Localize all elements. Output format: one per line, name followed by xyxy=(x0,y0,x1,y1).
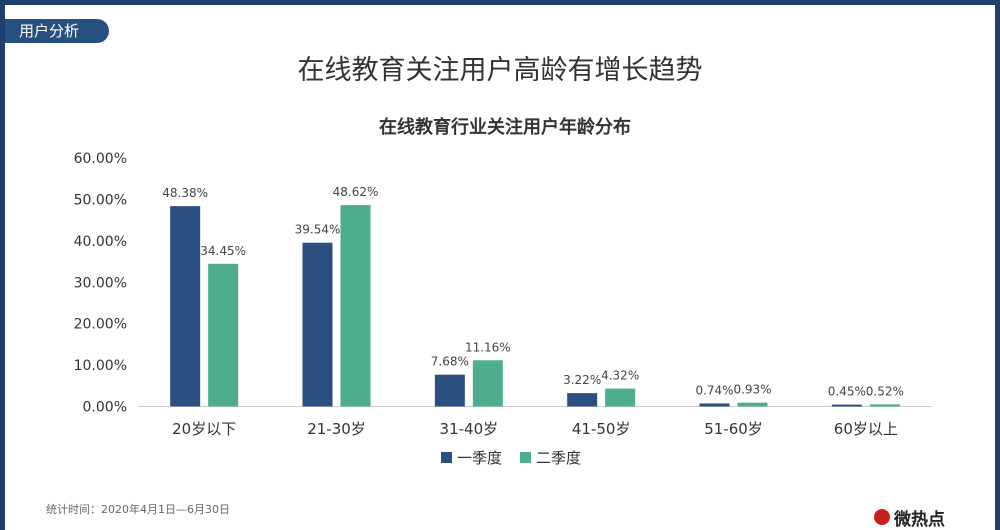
y-tick-label: 40.00% xyxy=(74,234,127,250)
data-label: 0.45% xyxy=(828,385,866,399)
legend-label: 一季度 xyxy=(457,449,502,467)
legend-swatch xyxy=(520,452,531,463)
y-tick-label: 60.00% xyxy=(74,151,127,167)
data-label: 0.93% xyxy=(733,383,771,397)
y-tick-label: 30.00% xyxy=(74,275,127,291)
bar xyxy=(208,263,239,407)
bar xyxy=(302,242,333,407)
x-tick-label: 20岁以下 xyxy=(172,420,236,438)
data-label: 0.74% xyxy=(695,383,733,397)
data-label: 39.54% xyxy=(295,223,341,237)
bar xyxy=(605,388,636,407)
bar xyxy=(831,404,862,407)
y-tick-label: 20.00% xyxy=(74,317,127,333)
page-title: 在线教育关注用户高龄有增长趋势 xyxy=(297,55,703,86)
bar xyxy=(170,206,201,407)
x-tick-label: 21-30岁 xyxy=(307,420,366,438)
data-label: 34.45% xyxy=(200,244,246,258)
chart-title: 在线教育行业关注用户年龄分布 xyxy=(379,116,631,138)
brand-name: 微热点 xyxy=(894,509,945,530)
brand-logo: 微热点 xyxy=(874,506,945,530)
footer-note: 统计时间：2020年4月1日—6月30日 xyxy=(46,503,230,516)
legend-label: 二季度 xyxy=(536,449,581,467)
x-tick-label: 41-50岁 xyxy=(572,420,631,438)
bar xyxy=(434,374,465,407)
section-tag: 用户分析 xyxy=(5,19,109,43)
y-tick-label: 0.00% xyxy=(83,400,127,416)
bars: 48.38% 34.45% 39.54% 48.62% 7.68%11.16% 3.22%… xyxy=(162,185,904,407)
data-label: 4.32% xyxy=(601,369,639,383)
x-tick-label: 51-60岁 xyxy=(704,420,763,438)
legend: 一季度 二季度 xyxy=(441,449,581,467)
legend-swatch xyxy=(441,452,452,463)
x-tick-label: 60岁以上 xyxy=(834,420,898,438)
data-label: 0.52% xyxy=(866,384,904,398)
data-label: 11.16% xyxy=(465,340,511,354)
x-axis: 20岁以下 21-30岁 31-40岁 41-50岁 51-60岁 60岁以上 xyxy=(172,420,898,438)
brand-logo-icon xyxy=(874,509,890,525)
data-label: 7.68% xyxy=(431,355,469,369)
x-tick-label: 31-40岁 xyxy=(440,420,499,438)
bar xyxy=(699,403,730,407)
y-tick-label: 10.00% xyxy=(74,358,127,374)
bar xyxy=(472,360,503,407)
bar xyxy=(869,404,900,407)
data-label: 48.62% xyxy=(333,185,379,199)
data-label: 3.22% xyxy=(563,373,601,387)
bar xyxy=(567,393,598,407)
bar xyxy=(340,205,371,407)
y-tick-label: 50.00% xyxy=(74,192,127,208)
y-axis: 0.00% 10.00% 20.00% 30.00% 40.00% 50.00% 60.00… xyxy=(74,151,127,416)
bar xyxy=(737,402,768,407)
data-label: 48.38% xyxy=(162,186,208,200)
